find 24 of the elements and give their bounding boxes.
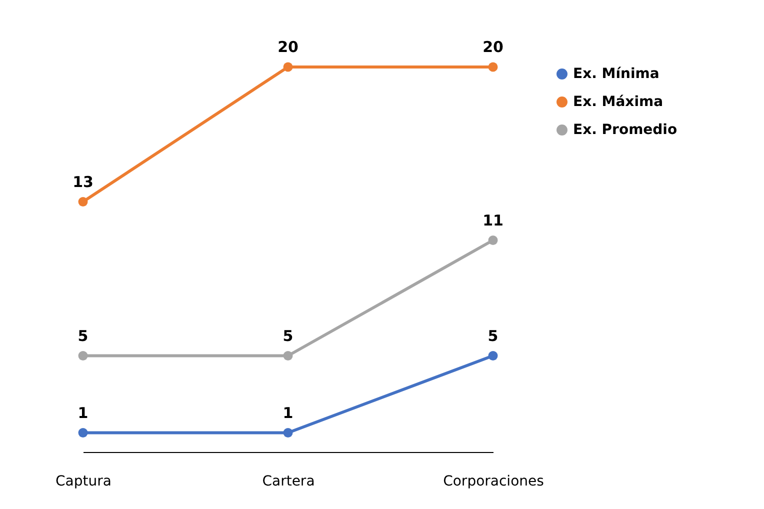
data-label: 1: [282, 404, 294, 422]
data-label: 1: [78, 404, 88, 422]
data-label: 5: [282, 326, 294, 345]
x-tick-label: Captura: [56, 474, 112, 490]
data-label: 11: [482, 211, 504, 230]
point: [488, 236, 498, 245]
point: [78, 351, 88, 360]
x-tick-label: Cartera: [262, 474, 315, 490]
point: [488, 351, 498, 360]
point: [283, 428, 293, 438]
x-tick-label: Corporaciones: [443, 474, 544, 490]
point: [283, 62, 293, 72]
data-label: 5: [488, 326, 498, 345]
point: [78, 197, 88, 206]
point: [78, 428, 88, 438]
point: [488, 62, 498, 72]
legend-label: Ex. Promedio: [573, 122, 678, 138]
data-label: 13: [72, 172, 94, 191]
data-label: 20: [278, 38, 298, 56]
legend-label: Ex. Mínima: [573, 66, 660, 82]
point: [283, 351, 293, 360]
data-label: 5: [78, 326, 88, 345]
legend-label: Ex. Máxima: [573, 94, 664, 110]
data-label: 20: [482, 38, 504, 56]
